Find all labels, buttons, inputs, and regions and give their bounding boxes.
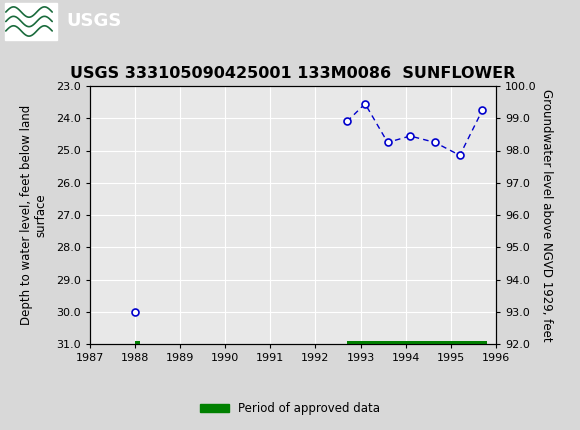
Bar: [347, 341, 487, 347]
Y-axis label: Groundwater level above NGVD 1929, feet: Groundwater level above NGVD 1929, feet: [540, 89, 553, 341]
Title: USGS 333105090425001 133M0086  SUNFLOWER: USGS 333105090425001 133M0086 SUNFLOWER: [70, 66, 516, 81]
FancyBboxPatch shape: [5, 3, 57, 40]
Legend: Period of approved data: Period of approved data: [195, 397, 385, 420]
Text: USGS: USGS: [67, 12, 122, 31]
Y-axis label: Depth to water level, feet below land
surface: Depth to water level, feet below land su…: [20, 105, 48, 325]
Bar: [135, 341, 140, 347]
